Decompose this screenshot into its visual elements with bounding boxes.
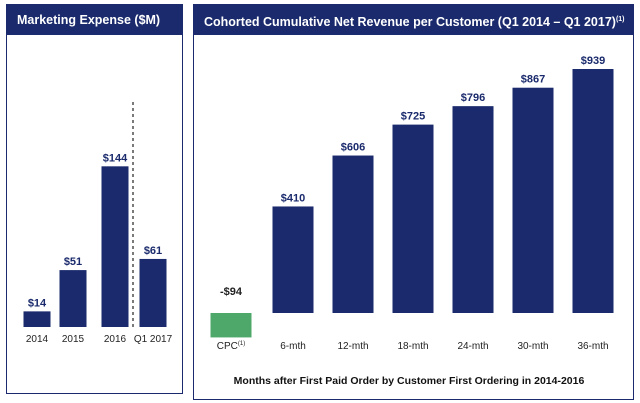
x-axis-caption: Months after First Paid Order by Custome… <box>234 375 585 387</box>
expense-year-label: 2016 <box>104 334 127 345</box>
revenue-bar <box>392 124 434 313</box>
cohort-revenue-title-footnote: (1) <box>615 16 625 23</box>
cpc-bar <box>210 313 252 338</box>
cohort-revenue-title: Cohorted Cumulative Net Revenue per Cust… <box>194 5 633 35</box>
marketing-expense-title: Marketing Expense ($M) <box>7 5 182 35</box>
expense-year-label: 2014 <box>26 334 49 345</box>
expense-year-label: Q1 2017 <box>134 334 173 345</box>
revenue-bar <box>272 206 314 313</box>
expense-bar <box>23 311 51 327</box>
expense-value-label: $51 <box>64 256 82 268</box>
revenue-value-label: $410 <box>281 192 305 204</box>
expense-value-label: $14 <box>28 297 47 309</box>
marketing-expense-panel: Marketing Expense ($M) $14 2014 $51 2015 $14… <box>6 4 183 394</box>
expense-bar <box>101 166 129 327</box>
expense-value-label: $61 <box>144 245 162 257</box>
revenue-bar <box>452 106 494 313</box>
expense-year-label: 2015 <box>62 334 85 345</box>
revenue-period-label: 12-mth <box>337 341 368 352</box>
marketing-expense-chart: $14 2014 $51 2015 $144 2016 $61 Q1 2017 <box>23 102 173 345</box>
revenue-bar <box>332 155 374 313</box>
cohort-revenue-chart: -$94 CPC(1) $410 6-mth $606 12-mth $725 18-mth $… <box>210 55 614 387</box>
revenue-period-label: CPC(1) <box>217 341 245 352</box>
revenue-value-label: $867 <box>521 74 545 86</box>
revenue-value-label: $939 <box>581 55 605 67</box>
revenue-value-label: $606 <box>341 142 365 154</box>
expense-bar <box>59 270 87 327</box>
cpc-footnote-marker: (1) <box>238 341 245 347</box>
revenue-period-label: 18-mth <box>397 341 428 352</box>
expense-value-label: $144 <box>103 152 128 164</box>
revenue-period-label: 6-mth <box>280 341 306 352</box>
revenue-bar <box>512 87 554 314</box>
revenue-value-label: $725 <box>401 111 425 123</box>
revenue-period-label: 24-mth <box>457 341 488 352</box>
cohort-revenue-panel: Cohorted Cumulative Net Revenue per Cust… <box>193 4 634 400</box>
revenue-period-label: 30-mth <box>517 341 548 352</box>
revenue-value-label: $796 <box>461 92 485 104</box>
revenue-bar <box>572 69 614 313</box>
expense-bar <box>139 258 167 327</box>
revenue-period-label: 36-mth <box>577 341 608 352</box>
cohort-revenue-title-text: Cohorted Cumulative Net Revenue per Cust… <box>204 15 616 30</box>
cpc-value-label: -$94 <box>220 286 243 298</box>
